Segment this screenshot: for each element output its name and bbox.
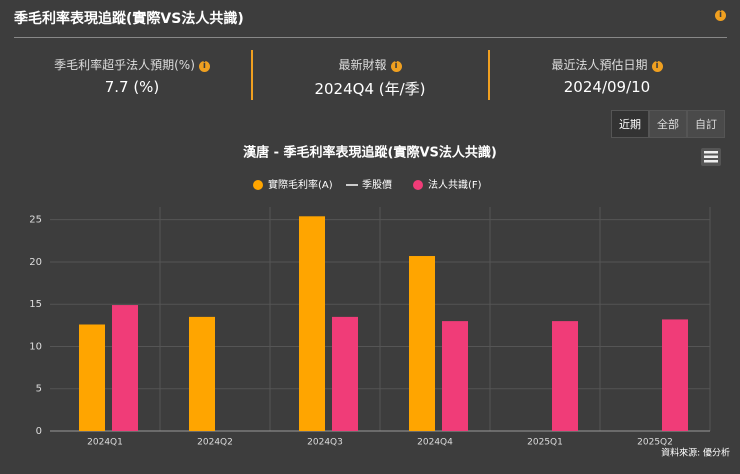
- x-tick-label: 2025Q2: [637, 438, 673, 448]
- stat-value: 2024/09/10: [563, 78, 651, 96]
- chart: 漢唐 - 季毛利率表現追蹤(實際VS法人共識) 資料來源: 優分析 0 5 10 15…: [29, 145, 730, 459]
- y-tick-label: 20: [29, 257, 42, 268]
- range-button[interactable]: 近期: [611, 110, 649, 138]
- stat-divider: [488, 50, 490, 100]
- y-tick-label: 25: [29, 215, 42, 226]
- x-tick-label: 2025Q1: [527, 438, 563, 448]
- chart-title: 漢唐 - 季毛利率表現追蹤(實際VS法人共識): [243, 145, 497, 161]
- header-title: 季毛利率表現追蹤(實際VS法人共識): [14, 11, 244, 27]
- bar: [662, 319, 688, 431]
- stat-label: 季毛利率超乎法人預期(%) i: [22, 56, 242, 73]
- y-tick-label: 5: [36, 384, 42, 395]
- info-icon[interactable]: i: [390, 61, 402, 72]
- bar: [409, 256, 435, 431]
- legend-label[interactable]: 法人共識(F): [428, 178, 482, 191]
- x-tick-label: 2024Q2: [197, 438, 233, 448]
- source: 資料來源: 優分析: [661, 447, 730, 459]
- y-tick-label: 0: [36, 426, 42, 437]
- divider: [14, 37, 727, 38]
- stat-label-text: 最近法人預估日期: [551, 58, 648, 72]
- range-button[interactable]: 自訂: [687, 110, 725, 138]
- info-icon[interactable]: i: [651, 61, 663, 72]
- bar: [79, 324, 105, 431]
- bar: [442, 321, 468, 431]
- bar: [332, 316, 358, 431]
- legend-symbol: [253, 180, 263, 190]
- bar: [552, 321, 578, 431]
- legend-label[interactable]: 實際毛利率(A): [268, 178, 333, 191]
- legend-symbol: [413, 180, 423, 190]
- stat-label-text: 季毛利率超乎法人預期(%): [54, 58, 195, 72]
- stat-value: 2024Q4 (年/季): [314, 80, 426, 98]
- legend-label[interactable]: 季股價: [362, 178, 392, 191]
- info-icon[interactable]: i: [715, 10, 726, 21]
- info-icon[interactable]: i: [198, 61, 210, 72]
- stat-divider: [251, 50, 253, 100]
- x-tick-label: 2024Q4: [417, 438, 453, 448]
- menu-icon[interactable]: [701, 148, 721, 166]
- y-tick-label: 15: [29, 299, 42, 310]
- stat-value: 7.7 (%): [104, 78, 160, 96]
- stat-label-text: 最新財報: [338, 58, 387, 72]
- bar: [299, 216, 325, 431]
- stat-label: 最新財報 i: [260, 56, 480, 73]
- x-tick-label: 2024Q3: [307, 438, 343, 448]
- bar: [189, 316, 215, 431]
- y-tick-label: 10: [29, 341, 42, 352]
- bar: [112, 305, 138, 431]
- range-button[interactable]: 全部: [649, 110, 687, 138]
- x-tick-label: 2024Q1: [87, 438, 123, 448]
- stat-label: 最近法人預估日期 i: [497, 56, 717, 73]
